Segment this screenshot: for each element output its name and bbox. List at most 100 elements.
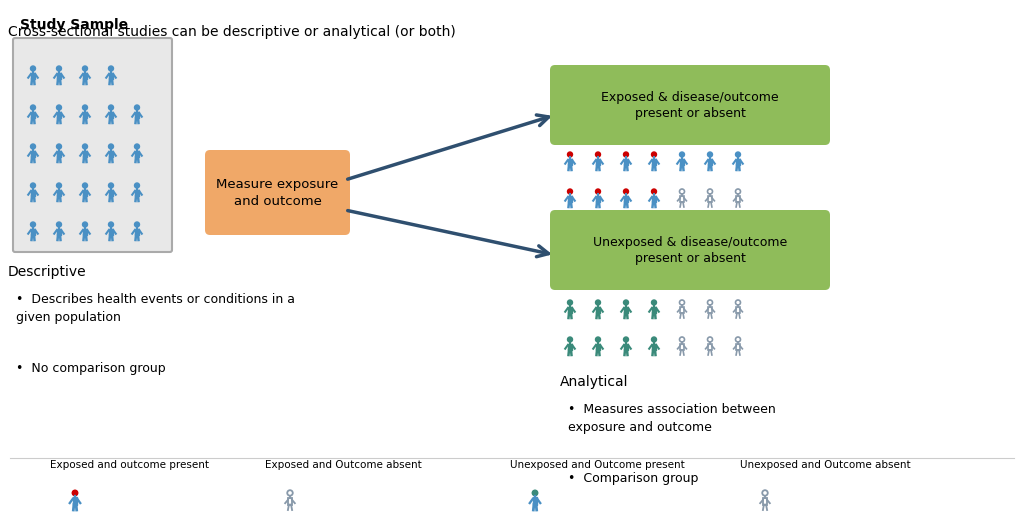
Bar [736,344,740,350]
Bar [680,307,684,313]
Circle shape [31,105,36,110]
Bar [709,307,712,313]
Bar [73,497,77,504]
Circle shape [83,144,87,149]
Bar [31,72,35,79]
Bar [624,306,628,313]
Bar [57,111,61,118]
Bar [736,196,740,202]
Circle shape [31,183,36,188]
Bar [57,228,61,235]
Circle shape [567,300,572,305]
Circle shape [735,152,740,157]
Circle shape [651,337,656,342]
Circle shape [134,105,139,110]
Circle shape [624,152,629,157]
Bar [135,111,139,118]
Bar [135,150,139,157]
Circle shape [596,337,600,342]
Bar [31,228,35,235]
Circle shape [83,66,87,71]
Bar [596,344,600,350]
Bar [109,228,113,235]
Circle shape [83,183,87,188]
Text: Unexposed and Outcome absent: Unexposed and Outcome absent [740,460,910,470]
Text: •  Comparison group: • Comparison group [568,472,698,485]
Bar [568,159,572,165]
Bar [135,228,139,235]
Bar [568,344,572,350]
Circle shape [567,337,572,342]
Circle shape [567,189,572,194]
Circle shape [83,105,87,110]
Circle shape [73,490,78,496]
Text: Analytical: Analytical [560,375,629,389]
Text: Exposed & disease/outcome
present or absent: Exposed & disease/outcome present or abs… [601,90,779,120]
Bar [596,306,600,313]
Circle shape [31,66,36,71]
Bar [596,196,600,202]
FancyBboxPatch shape [550,210,830,290]
FancyBboxPatch shape [13,38,172,252]
Text: Unexposed & disease/outcome
present or absent: Unexposed & disease/outcome present or a… [593,236,787,265]
Bar [568,196,572,202]
Bar [109,189,113,196]
Bar [57,189,61,196]
Bar [709,196,712,202]
FancyBboxPatch shape [550,65,830,145]
Bar [568,306,572,313]
Text: Descriptive: Descriptive [8,265,87,279]
Circle shape [31,222,36,227]
Bar [31,189,35,196]
Bar [708,159,712,165]
Circle shape [56,183,61,188]
Bar [709,344,712,350]
FancyBboxPatch shape [205,150,350,235]
Circle shape [134,183,139,188]
Circle shape [109,105,114,110]
Bar [736,159,740,165]
Bar [57,72,61,79]
Circle shape [624,189,629,194]
Bar [680,159,684,165]
Bar [680,344,684,350]
Bar [83,72,87,79]
Circle shape [109,183,114,188]
Text: •  No comparison group: • No comparison group [16,362,166,375]
Bar [652,159,656,165]
Circle shape [109,144,114,149]
Circle shape [56,66,61,71]
Circle shape [109,222,114,227]
Bar [109,150,113,157]
Circle shape [651,152,656,157]
Circle shape [596,152,600,157]
Circle shape [56,105,61,110]
Bar [109,72,113,79]
Bar [83,150,87,157]
Bar [31,150,35,157]
Circle shape [56,144,61,149]
Bar [652,344,656,350]
Bar [652,306,656,313]
Circle shape [134,144,139,149]
Bar [624,159,628,165]
Circle shape [651,189,656,194]
Bar [135,189,139,196]
Bar [624,196,628,202]
Bar [680,196,684,202]
Text: Exposed and Outcome absent: Exposed and Outcome absent [265,460,422,470]
Bar [596,159,600,165]
Text: Unexposed and Outcome present: Unexposed and Outcome present [510,460,685,470]
Bar [83,111,87,118]
Bar [109,111,113,118]
Text: Measure exposure
and outcome: Measure exposure and outcome [216,177,339,207]
Circle shape [596,300,600,305]
Bar [736,307,740,313]
Circle shape [651,300,656,305]
Bar [532,497,538,504]
Text: •  Describes health events or conditions in a
given population: • Describes health events or conditions … [16,293,295,324]
Bar [624,344,628,350]
Circle shape [596,189,600,194]
Text: Study Sample: Study Sample [20,18,128,32]
Bar [83,228,87,235]
